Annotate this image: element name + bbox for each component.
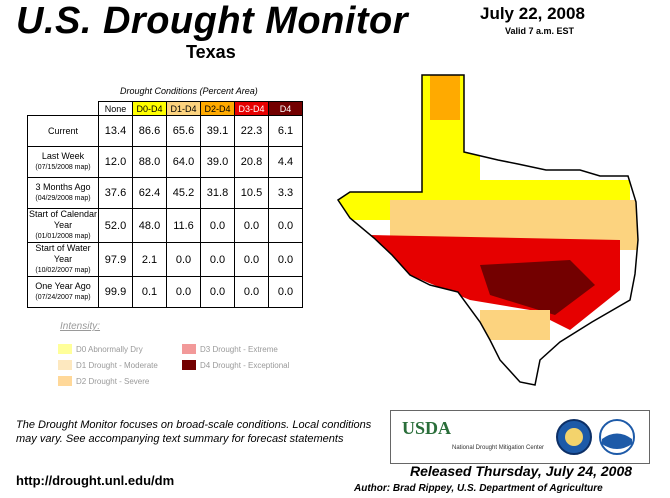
legend-item-d1: D1 Drought - Moderate (58, 360, 158, 370)
table-cell: 0.0 (166, 276, 201, 308)
row-label: One Year Ago (07/24/2007 map) (27, 276, 99, 308)
table-cell: 31.8 (200, 177, 235, 209)
row-label: Start of Water Year (10/02/2007 map) (27, 242, 99, 277)
legend-label: D0 Abnormally Dry (76, 344, 143, 354)
legend-swatch (58, 360, 72, 370)
row-label: Start of Calendar Year (01/01/2008 map) (27, 208, 99, 243)
legend-title: Intensity: (60, 321, 101, 332)
table-row: 3 Months Ago (04/29/2008 map) 37.6 62.4 4… (27, 177, 303, 209)
table-cell: 2.1 (132, 242, 167, 277)
region-d4 (480, 260, 595, 315)
legend-label: D3 Drought - Extreme (200, 344, 278, 354)
table-row: Start of Calendar Year (01/01/2008 map) 5… (27, 208, 303, 243)
table-cell: 0.0 (268, 276, 303, 308)
col-d4: D4 (268, 101, 303, 116)
release-date: Released Thursday, July 24, 2008 (410, 463, 633, 479)
table-cell: 0.1 (132, 276, 167, 308)
table-cell: 88.0 (132, 146, 167, 178)
table-cell: 0.0 (268, 242, 303, 277)
map-date: July 22, 2008 (480, 4, 585, 23)
table-cell: 37.6 (98, 177, 133, 209)
table-cell: 0.0 (200, 276, 235, 308)
table-corner (28, 102, 99, 116)
table-cell: 0.0 (200, 242, 235, 277)
table-caption: Drought Conditions (Percent Area) (120, 86, 258, 96)
table-cell: 86.6 (132, 115, 167, 147)
legend-swatch (58, 376, 72, 386)
table-cell: 48.0 (132, 208, 167, 243)
col-d3-d4: D3-D4 (234, 101, 269, 116)
website-link[interactable]: http://drought.unl.edu/dm (16, 473, 175, 488)
region-d2-panhandle (430, 75, 460, 120)
col-d0-d4: D0-D4 (132, 101, 167, 116)
row-label: Current (27, 115, 99, 147)
table-cell: 20.8 (234, 146, 269, 178)
row-label: Last Week (07/15/2008 map) (27, 146, 99, 178)
table-cell: 0.0 (268, 208, 303, 243)
legend-label: D4 Drought - Exceptional (200, 360, 290, 370)
legend-label: D2 Drought - Severe (76, 376, 150, 386)
table-cell: 39.0 (200, 146, 235, 178)
legend-item-d2: D2 Drought - Severe (58, 376, 149, 386)
legend-swatch (182, 344, 196, 354)
table-cell: 39.1 (200, 115, 235, 147)
doc-seal-icon (556, 419, 592, 455)
table-cell: 0.0 (200, 208, 235, 243)
legend-swatch (58, 344, 72, 354)
legend-label: D1 Drought - Moderate (76, 360, 158, 370)
legend-item-d3: D3 Drought - Extreme (182, 344, 278, 354)
map-regions (338, 75, 638, 385)
texas-outline (336, 74, 639, 386)
table-cell: 22.3 (234, 115, 269, 147)
table-row: One Year Ago (07/24/2007 map) 99.9 0.1 0.… (27, 276, 303, 308)
table-cell: 62.4 (132, 177, 167, 209)
texas-drought-map (336, 74, 639, 386)
ndmc-logo: National Drought Mitigation Center (452, 445, 545, 451)
table-cell: 97.9 (98, 242, 133, 277)
row-label: 3 Months Ago (04/29/2008 map) (27, 177, 99, 209)
noaa-logo-icon (599, 419, 635, 455)
table-cell: 11.6 (166, 208, 201, 243)
col-d2-d4: D2-D4 (200, 101, 235, 116)
legend-item-d0: D0 Abnormally Dry (58, 344, 143, 354)
legend-swatch (182, 360, 196, 370)
table-cell: 10.5 (234, 177, 269, 209)
table-cell: 65.6 (166, 115, 201, 147)
table-cell: 3.3 (268, 177, 303, 209)
table-cell: 0.0 (166, 242, 201, 277)
table-cell: 6.1 (268, 115, 303, 147)
table-cell: 12.0 (98, 146, 133, 178)
table-cell: 45.2 (166, 177, 201, 209)
table-cell: 64.0 (166, 146, 201, 178)
state-name: Texas (186, 42, 236, 62)
valid-time: Valid 7 a.m. EST (505, 26, 575, 36)
table-row: Last Week (07/15/2008 map) 12.0 88.0 64.0… (27, 146, 303, 178)
table-row: Current 13.4 86.6 65.6 39.1 22.3 6.1 (27, 115, 303, 147)
table-cell: 0.0 (234, 242, 269, 277)
table-row: Start of Water Year (10/02/2007 map) 97.9… (27, 242, 303, 277)
col-d1-d4: D1-D4 (166, 101, 201, 116)
drought-stats-table: None D0-D4 D1-D4 D2-D4 D3-D4 D4 Current … (27, 101, 303, 308)
legend-item-d4: D4 Drought - Exceptional (182, 360, 289, 370)
table-header-row: None D0-D4 D1-D4 D2-D4 D3-D4 D4 (28, 101, 303, 116)
usda-logo: USDA (402, 418, 452, 438)
table-cell: 52.0 (98, 208, 133, 243)
disclaimer-note: The Drought Monitor focuses on broad-sca… (16, 419, 372, 445)
author-credit: Author: Brad Rippey, U.S. Department of … (354, 483, 603, 494)
table-cell: 13.4 (98, 115, 133, 147)
table-cell: 99.9 (98, 276, 133, 308)
table-cell: 0.0 (234, 208, 269, 243)
table-cell: 4.4 (268, 146, 303, 178)
col-none: None (98, 101, 133, 116)
map-title: U.S. Drought Monitor (16, 0, 409, 42)
table-cell: 0.0 (234, 276, 269, 308)
